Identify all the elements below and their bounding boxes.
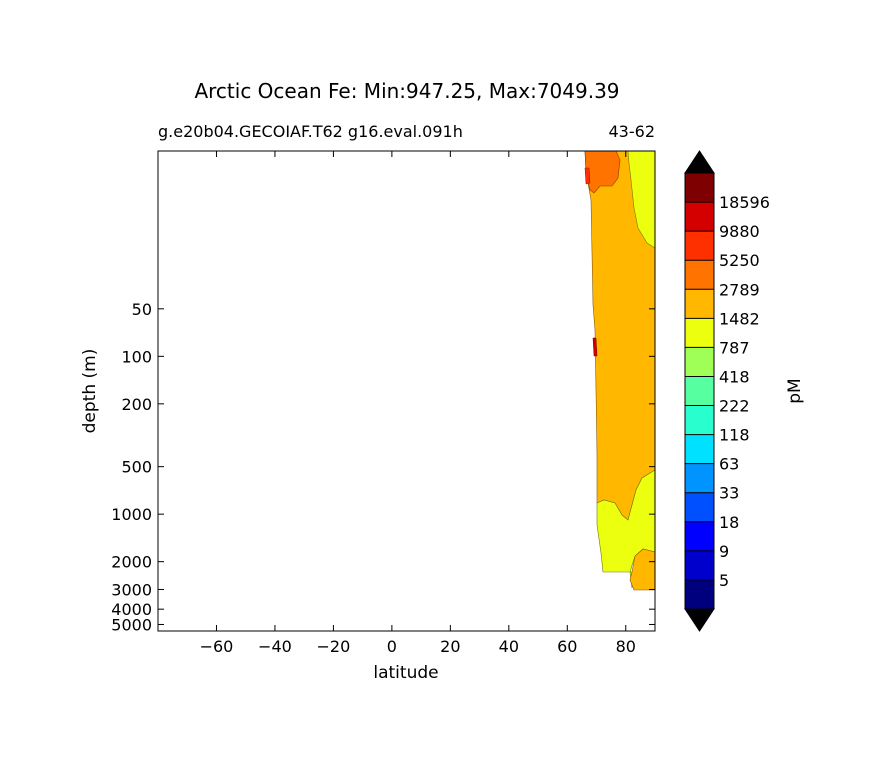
x-axis-label: latitude xyxy=(373,663,438,683)
y-tick-label: 50 xyxy=(132,300,152,319)
x-tick-label: 40 xyxy=(499,637,519,656)
colorbar-swatch xyxy=(685,376,714,406)
plot-area: −60 −40 −20 0 20 40 60 80 50 100 200 500 1000 2000 30… xyxy=(111,150,656,656)
plot-frame xyxy=(157,150,656,632)
y-tick-label: 2000 xyxy=(111,553,152,572)
y-axis-label: depth (m) xyxy=(80,349,100,434)
x-tick-label: 20 xyxy=(440,637,460,656)
contour-region-9880-18596-mid xyxy=(592,337,598,357)
colorbar-under-arrow xyxy=(684,608,715,632)
colorbar-tick-label: 63 xyxy=(719,455,739,474)
y-tick-label: 4000 xyxy=(111,600,152,619)
chart-subtitle-right: 43-62 xyxy=(609,122,656,141)
chart-title: Arctic Ocean Fe: Min:947.25, Max:7049.39 xyxy=(194,79,619,103)
colorbar-swatch xyxy=(685,521,714,551)
x-axis: −60 −40 −20 0 20 40 60 80 xyxy=(200,151,636,656)
y-tick-label: 1000 xyxy=(111,505,152,524)
colorbar-tick-label: 418 xyxy=(719,367,750,386)
colorbar-unit-label: pM xyxy=(785,378,805,403)
colorbar-swatch xyxy=(685,579,714,609)
colorbar-tick-label: 9 xyxy=(719,542,729,561)
y-tick-label: 500 xyxy=(121,458,152,477)
x-tick-label: 60 xyxy=(557,637,577,656)
colorbar-tick-label: 5 xyxy=(719,571,729,590)
colorbar-tick-label: 33 xyxy=(719,484,739,503)
colorbar-swatch xyxy=(685,405,714,435)
colorbar-tick-label: 118 xyxy=(719,426,750,445)
colorbar-tick-label: 9880 xyxy=(719,222,760,241)
colorbar-swatch xyxy=(685,231,714,261)
plot-background xyxy=(158,151,655,631)
colorbar-swatch xyxy=(685,318,714,348)
y-tick-label: 200 xyxy=(121,395,152,414)
colorbar-tick-label: 222 xyxy=(719,397,750,416)
colorbar-frame xyxy=(684,172,715,610)
colorbar-tick-label: 5250 xyxy=(719,251,760,270)
colorbar-swatch xyxy=(685,202,714,232)
x-tick-label: −40 xyxy=(258,637,292,656)
colorbar-swatch xyxy=(685,492,714,522)
x-tick-label: 0 xyxy=(387,637,397,656)
colorbar-swatch xyxy=(685,260,714,290)
colorbar-swatch xyxy=(685,347,714,377)
y-tick-label: 3000 xyxy=(111,580,152,599)
chart-subtitle-left: g.e20b04.GECOIAF.T62 g16.eval.091h xyxy=(158,122,463,141)
x-tick-label: −20 xyxy=(317,637,351,656)
x-tick-label: 80 xyxy=(616,637,636,656)
y-tick-label: 5000 xyxy=(111,615,152,634)
colorbar-over-arrow xyxy=(684,150,715,174)
contour-region-9880-18596-surface xyxy=(584,167,591,185)
colorbar: 5 9 18 33 63 118 222 418 787 1482 2789 5250 9880 1859… xyxy=(684,150,770,632)
colorbar-tick-label: 18596 xyxy=(719,193,770,212)
colorbar-swatch xyxy=(685,289,714,319)
contour-fills xyxy=(584,150,656,591)
colorbar-swatch xyxy=(685,463,714,493)
colorbar-swatch xyxy=(685,434,714,464)
colorbar-swatch xyxy=(685,550,714,580)
colorbar-tick-label: 18 xyxy=(719,513,739,532)
colorbar-tick-label: 2789 xyxy=(719,280,760,299)
colorbar-tick-label: 1482 xyxy=(719,309,760,328)
x-tick-label: −60 xyxy=(200,637,234,656)
colorbar-tick-label: 787 xyxy=(719,338,750,357)
colorbar-swatch xyxy=(685,173,714,203)
y-tick-label: 100 xyxy=(121,347,152,366)
